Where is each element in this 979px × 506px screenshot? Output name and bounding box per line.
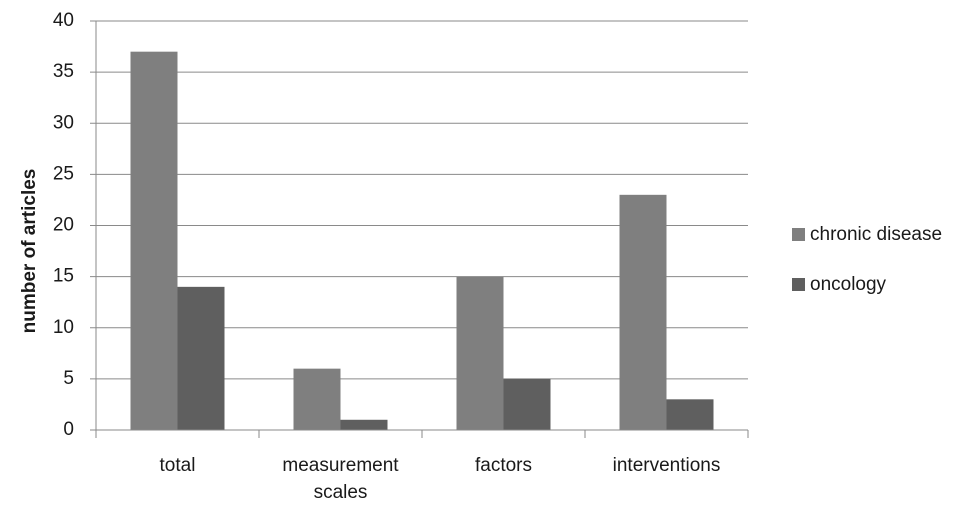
bar-oncology	[177, 286, 225, 430]
y-tick-label: 15	[53, 266, 74, 287]
legend-label: chronic disease	[810, 224, 942, 245]
x-category-label: total	[160, 455, 196, 476]
x-category-labels: total measurement scales factors interventio…	[160, 455, 721, 503]
y-tick-label: 10	[53, 317, 74, 338]
y-axis-label: number of articles	[19, 169, 40, 334]
bar-chronic-disease	[619, 194, 667, 430]
legend-swatch	[792, 278, 805, 291]
bar-chronic-disease	[293, 368, 341, 430]
y-tick-label: 0	[63, 419, 74, 440]
axes	[90, 20, 749, 438]
y-tick-label: 20	[53, 215, 74, 236]
x-category-label: measurement scales	[282, 455, 399, 503]
y-tick-labels: 0 5 10 15 20 25 30 35 40	[53, 10, 74, 440]
y-tick-label: 5	[63, 368, 74, 389]
bar-oncology	[503, 378, 551, 430]
bar-oncology	[666, 399, 714, 430]
y-tick-label: 35	[53, 61, 74, 82]
x-category-label: factors	[475, 455, 532, 476]
x-category-label: interventions	[613, 455, 721, 476]
bars	[130, 51, 714, 431]
bar-chronic-disease	[456, 276, 504, 430]
y-tick-label: 30	[53, 112, 74, 133]
bar-chronic-disease	[130, 51, 178, 431]
legend-swatch	[792, 228, 805, 241]
bar-oncology	[340, 419, 388, 430]
y-tick-label: 40	[53, 10, 74, 31]
legend: chronic disease oncology	[792, 224, 942, 295]
legend-label: oncology	[810, 274, 887, 295]
y-tick-label: 25	[53, 163, 74, 184]
